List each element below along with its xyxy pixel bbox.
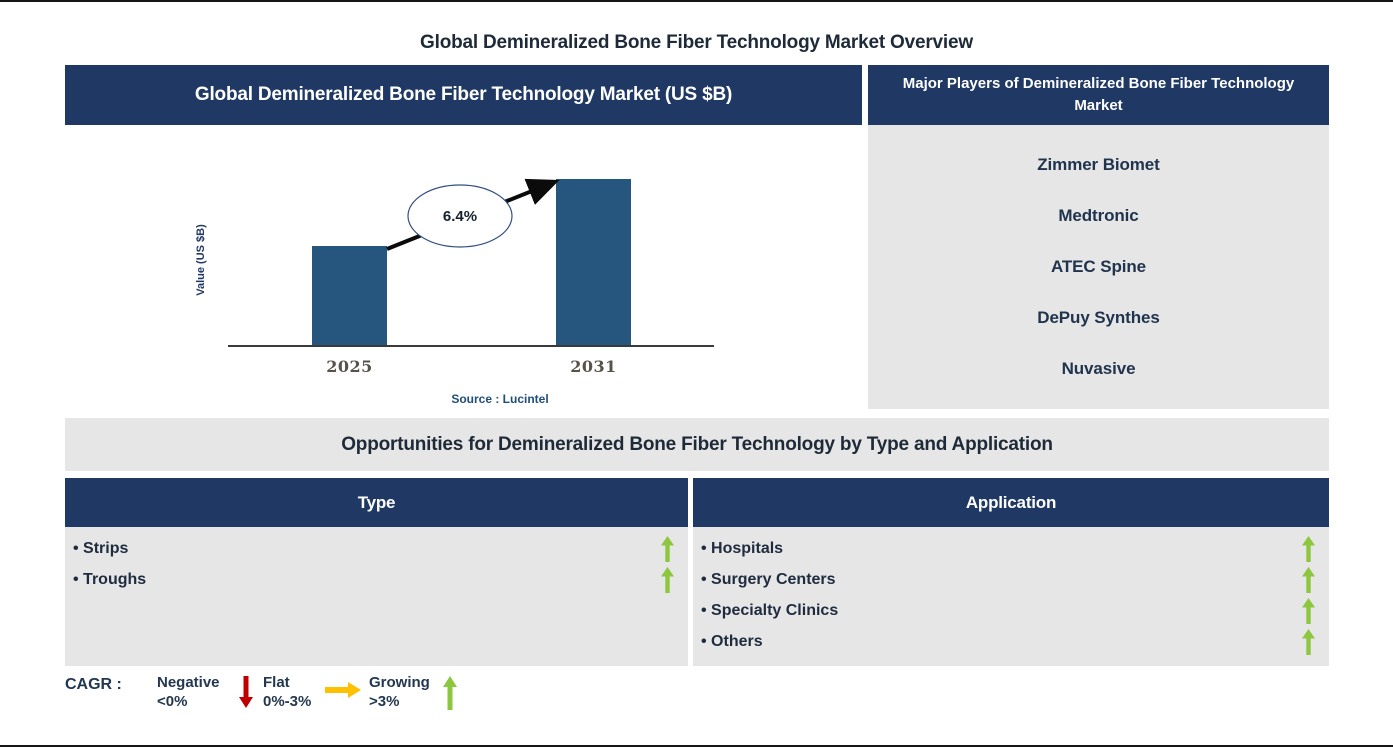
legend-item-text: Flat 0%-3% [263,674,312,710]
cagr-legend: CAGR : Negative <0% Flat 0%-3% Growing >… [65,674,457,718]
list-item: Others [693,626,1329,657]
player-name: Zimmer Biomet [1037,154,1160,174]
negative-down-arrow-icon [239,676,253,708]
x-tick-2031: 2031 [570,357,617,376]
application-column-list: Hospitals Surgery Centers Specialty Clin… [693,527,1329,666]
player-name: DePuy Synthes [1037,308,1160,328]
application-column-header: Application [693,478,1329,527]
x-tick-2025: 2025 [326,357,373,376]
player-name: ATEC Spine [1050,256,1147,276]
bar-2025 [312,246,387,346]
list-item-label: Strips [73,540,128,558]
legend-item-text: Growing >3% [369,674,430,710]
major-players-header: Major Players of Demineralized Bone Fibe… [868,65,1329,125]
growing-up-arrow-icon [443,676,457,710]
major-players-panel: Zimmer Biomet Medtronic ATEC Spine DePuy… [868,125,1329,409]
cagr-value: 6.4% [442,207,478,225]
player-name: Medtronic [1058,205,1139,225]
growing-up-arrow-icon [661,535,674,562]
list-item: Strips [65,533,688,564]
growing-up-arrow-icon [1302,597,1315,624]
list-item-label: Others [701,633,763,651]
list-item: Specialty Clinics [693,595,1329,626]
list-item-label: Surgery Centers [701,571,836,589]
list-item: Troughs [65,564,688,595]
list-item: Hospitals [693,533,1329,564]
page-title: Global Demineralized Bone Fiber Technolo… [420,32,973,53]
bar-chart: Value (US $B) 6.4% 2025 2031 Source : Lu… [65,125,862,412]
list-item-label: Specialty Clinics [701,602,838,620]
list-item-label: Hospitals [701,540,783,558]
type-column-header: Type [65,478,688,527]
legend-item-growing: Growing >3% [361,674,457,712]
cagr-arrow-ellipse [386,178,560,251]
growing-up-arrow-icon [661,566,674,593]
x-axis-line [228,345,714,347]
bar-2031 [556,179,631,346]
growing-up-arrow-icon [1302,566,1315,593]
list-item-label: Troughs [73,571,146,589]
growing-up-arrow-icon [1302,535,1315,562]
legend-title: CAGR : [65,676,122,693]
type-column-list: Strips Troughs [65,527,688,666]
flat-right-arrow-icon [325,682,361,698]
market-chart-header: Global Demineralized Bone Fiber Technolo… [65,65,862,125]
opportunities-header: Opportunities for Demineralized Bone Fib… [65,418,1329,471]
growing-up-arrow-icon [1302,628,1315,655]
y-axis-label: Value (US $B) [195,224,207,296]
legend-item-flat: Flat 0%-3% [253,674,361,712]
list-item: Surgery Centers [693,564,1329,595]
legend-item-negative: Negative <0% [153,674,253,712]
player-name: Nuvasive [1061,359,1136,379]
legend-item-text: Negative <0% [157,674,220,710]
source-credit: Source : Lucintel [451,392,549,406]
